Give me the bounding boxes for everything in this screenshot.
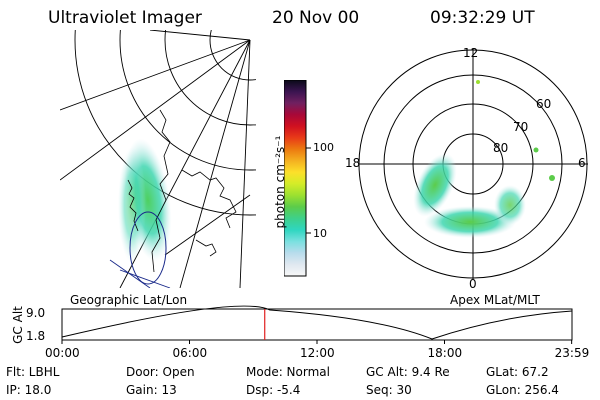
mlt-label-0: 0 <box>469 277 477 291</box>
colorbar-tick-10: 10 <box>313 227 327 240</box>
seq-label: Seq: 30 <box>366 383 412 397</box>
mlat-label-70: 70 <box>513 120 529 134</box>
colorbar <box>284 80 311 277</box>
mlt-label-18: 18 <box>345 156 361 170</box>
mlat-label-60: 60 <box>536 97 552 111</box>
flt-label: Flt: LBHL <box>6 365 60 379</box>
glat-label: GLat: 67.2 <box>486 365 549 379</box>
instrument-title: Ultraviolet Imager <box>48 8 202 28</box>
altitude-ytick-top: 9.0 <box>26 306 46 320</box>
time-label: 09:32:29 UT <box>430 8 535 28</box>
altitude-xtick-label: 12:00 <box>300 346 335 360</box>
door-label: Door: Open <box>126 365 195 379</box>
geo-panel-label: Geographic Lat/Lon <box>70 293 188 307</box>
altitude-ylabel: GC Alt <box>11 306 25 344</box>
altitude-plot-frame <box>61 308 573 341</box>
gc-alt-label: GC Alt: 9.4 Re <box>366 365 450 379</box>
mlt-label-12: 12 <box>463 46 479 60</box>
altitude-curve <box>61 305 573 340</box>
altitude-xtick-label: 23:59 <box>554 346 590 360</box>
date-label: 20 Nov 00 <box>272 8 360 28</box>
altitude-xtick-label: 18:00 <box>427 346 463 360</box>
dsp-label: Dsp: -5.4 <box>246 383 301 397</box>
glon-label: GLon: 256.4 <box>486 383 559 397</box>
ip-label: IP: 18.0 <box>6 383 52 397</box>
polar-panel-label: Apex MLat/MLT <box>450 293 540 307</box>
altitude-xtick-label: 00:00 <box>45 346 80 360</box>
mode-label: Mode: Normal <box>246 365 330 379</box>
gain-label: Gain: 13 <box>126 383 177 397</box>
colorbar-tick-100: 100 <box>313 141 334 154</box>
altitude-xtick-label: 06:00 <box>172 346 208 360</box>
mlt-label-6: 6 <box>578 156 586 170</box>
mlat-label-80: 80 <box>493 141 509 155</box>
altitude-ytick-bottom: 1.8 <box>26 329 46 343</box>
